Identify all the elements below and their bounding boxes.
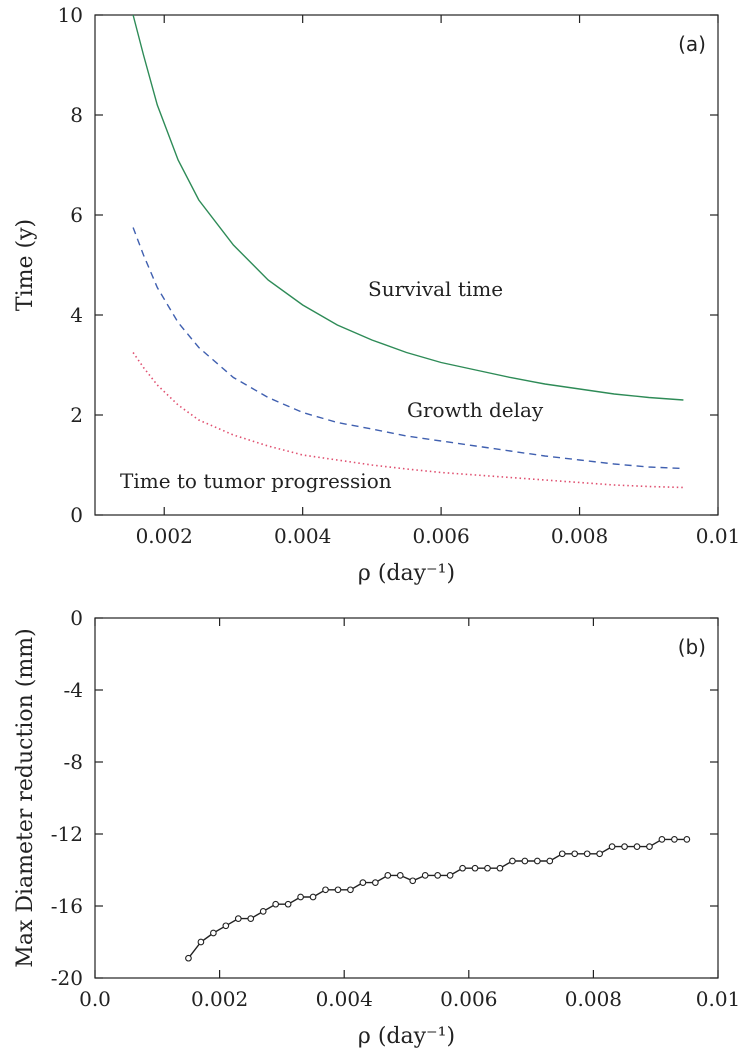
x-tick-label: 0.0 [79,987,111,1011]
y-tick-label: 2 [70,403,83,427]
y-tick-label: 4 [70,303,83,327]
data-point [521,857,529,865]
data-point [446,872,454,879]
data-point [185,954,192,962]
data-point [583,850,591,858]
y-tick-label: -16 [51,894,83,918]
panel-a: 0.002 0.004 0.006 0.008 0.01 0 2 4 6 8 10 ρ (day⁻¹)… [13,3,740,586]
x-tick-label: 0.004 [274,524,331,548]
data-point [646,843,653,850]
data-point [596,850,603,858]
data-point [259,908,267,915]
data-point [571,850,579,858]
data-point [421,872,429,879]
x-tick-label: 0.006 [440,987,497,1011]
data-point [322,886,329,894]
series-line [132,14,684,401]
data-point [309,893,317,901]
plot-frame [94,14,719,516]
y-tick-label: 8 [70,103,83,127]
data-point [384,872,392,879]
series-line [187,838,687,959]
x-tick-label: 0.01 [696,524,741,548]
y-tick-label: -8 [64,750,83,774]
series-line [132,227,684,470]
x-tick-label: 0.002 [136,524,193,548]
panel-label: (b) [678,635,706,659]
data-point [210,929,217,937]
y-tick-label: 10 [58,3,83,27]
data-point [496,864,504,872]
data-point [683,836,691,843]
x-tick-label: 0.008 [551,524,608,548]
data-point [533,857,541,865]
data-point [347,886,354,894]
y-axis-title: Time (y) [13,219,38,311]
x-tick-label: 0.002 [191,987,248,1011]
data-point [222,922,230,930]
data-point [297,893,304,901]
y-tick-label: 0 [70,503,83,527]
data-point [633,843,641,850]
panel-b: 0.0 0.002 0.004 0.006 0.008 0.01 0 -4 -8 -12 -16 -2… [13,606,740,1049]
data-point [284,900,292,908]
data-point [197,938,205,946]
series-label: Time to tumor progression [120,469,392,493]
data-point [234,915,242,922]
x-tick-label: 0.01 [696,987,741,1011]
data-point [671,836,678,843]
x-tick-label: 0.004 [316,987,373,1011]
x-tick-label: 0.006 [412,524,469,548]
data-point [558,850,566,858]
data-point [621,843,628,850]
data-point [471,864,479,872]
data-point [372,879,379,886]
data-point [484,864,491,872]
data-point [459,864,466,872]
x-axis-title: ρ (day⁻¹) [358,561,455,586]
data-point [272,900,280,908]
data-point [409,877,417,885]
y-tick-label: 0 [70,606,83,630]
y-tick-label: -20 [51,966,83,990]
data-point [247,915,255,922]
x-tick-label: 0.008 [565,987,622,1011]
data-point [334,886,342,894]
panel-label: (a) [678,32,706,56]
y-tick-label: -4 [64,678,83,702]
data-point [658,836,666,843]
series-label: Survival time [368,277,503,301]
plot-frame [94,617,719,979]
data-point [396,872,404,879]
series-line [132,352,684,489]
y-tick-label: 6 [70,203,83,227]
series-label: Growth delay [407,398,544,422]
data-point [509,857,516,865]
y-tick-label: -12 [51,822,83,846]
x-axis-title: ρ (day⁻¹) [358,1024,455,1049]
data-point [434,872,442,879]
y-axis-title: Max Diameter reduction (mm) [13,628,38,967]
data-point [546,857,554,865]
data-point [608,843,616,850]
data-point [359,879,367,886]
